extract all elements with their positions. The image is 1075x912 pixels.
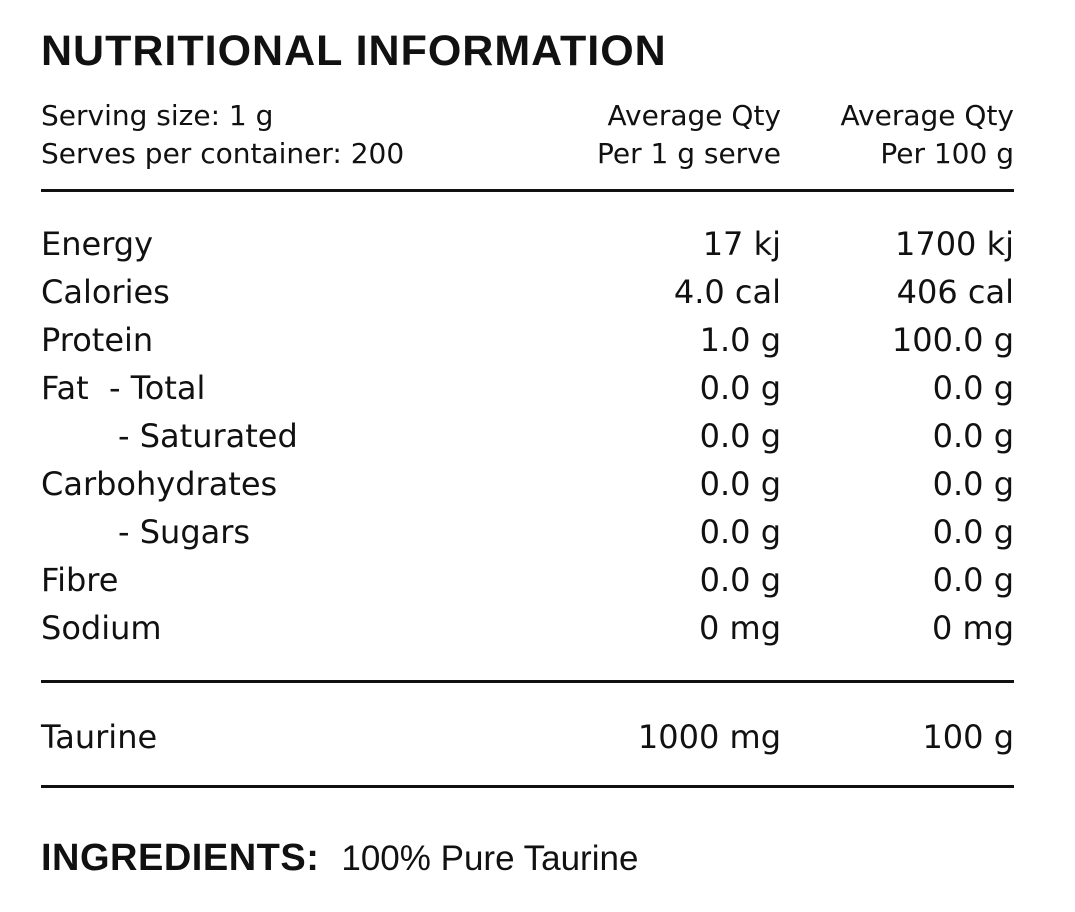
- serving-size: Serving size: 1 g: [41, 99, 274, 132]
- table-row: Carbohydrates 0.0 g 0.0 g: [41, 460, 1014, 508]
- ingredients-value: 100% Pure Taurine: [341, 839, 639, 878]
- per-100g-column-header: Average Qty Per 100 g: [781, 97, 1014, 173]
- taurine-per-100g: 100 g: [922, 718, 1014, 756]
- taurine-per-serve: 1000 mg: [637, 718, 781, 756]
- per-100g-value: 0.0 g: [932, 513, 1014, 551]
- taurine-name: Taurine: [41, 718, 158, 756]
- serves-per-container: Serves per container: 200: [41, 137, 405, 170]
- per-serve-value: 1.0 g: [699, 321, 781, 359]
- nutrient-table: Energy 17 kj 1700 kj Calories 4.0 cal 40…: [41, 220, 1014, 652]
- table-row: Calories 4.0 cal 406 cal: [41, 268, 1014, 316]
- table-row: Energy 17 kj 1700 kj: [41, 220, 1014, 268]
- divider-top: [41, 189, 1014, 192]
- header-row: Serving size: 1 g Serves per container: …: [41, 97, 1014, 173]
- table-row: Fat - Total 0.0 g 0.0 g: [41, 364, 1014, 412]
- panel-title: NUTRITIONAL INFORMATION: [41, 27, 667, 75]
- per-100g-value: 0.0 g: [932, 369, 1014, 407]
- per-100g-header-line1: Average Qty: [840, 99, 1014, 132]
- per-serve-header-line2: Per 1 g serve: [596, 137, 781, 170]
- nutrition-panel: NUTRITIONAL INFORMATION Serving size: 1 …: [41, 26, 1014, 881]
- serving-info: Serving size: 1 g Serves per container: …: [41, 97, 511, 173]
- nutrient-name: Energy: [41, 225, 154, 263]
- per-100g-header-line2: Per 100 g: [880, 137, 1014, 170]
- nutrient-name: Fat - Total: [41, 369, 206, 407]
- per-serve-header-line1: Average Qty: [607, 99, 781, 132]
- divider-middle: [41, 680, 1014, 683]
- per-serve-value: 0.0 g: [699, 417, 781, 455]
- per-serve-value: 17 kj: [702, 225, 781, 263]
- per-serve-value: 0.0 g: [699, 369, 781, 407]
- per-100g-value: 0 mg: [931, 609, 1014, 647]
- per-serve-value: 0.0 g: [699, 561, 781, 599]
- per-100g-value: 100.0 g: [891, 321, 1014, 359]
- nutrient-name: Calories: [41, 273, 170, 311]
- table-row: Protein 1.0 g 100.0 g: [41, 316, 1014, 364]
- per-100g-value: 406 cal: [896, 273, 1014, 311]
- per-100g-value: 1700 kj: [894, 225, 1014, 263]
- nutrient-name: Fibre: [41, 561, 119, 599]
- table-row: Fibre 0.0 g 0.0 g: [41, 556, 1014, 604]
- nutrient-name: Sodium: [41, 609, 162, 647]
- per-serve-value: 0.0 g: [699, 465, 781, 503]
- per-serve-value: 4.0 cal: [673, 273, 781, 311]
- per-serve-value: 0 mg: [698, 609, 781, 647]
- per-100g-value: 0.0 g: [932, 465, 1014, 503]
- nutrient-name: Carbohydrates: [41, 465, 278, 503]
- table-row: - Sugars 0.0 g 0.0 g: [41, 508, 1014, 556]
- per-serve-value: 0.0 g: [699, 513, 781, 551]
- table-row: Sodium 0 mg 0 mg: [41, 604, 1014, 652]
- per-serve-column-header: Average Qty Per 1 g serve: [511, 97, 781, 173]
- per-100g-value: 0.0 g: [932, 417, 1014, 455]
- ingredients-label: INGREDIENTS:: [41, 837, 320, 879]
- per-100g-value: 0.0 g: [932, 561, 1014, 599]
- taurine-row: Taurine 1000 mg 100 g: [41, 713, 1014, 761]
- nutrient-name: Protein: [41, 321, 154, 359]
- table-row: - Saturated 0.0 g 0.0 g: [41, 412, 1014, 460]
- divider-bottom: [41, 785, 1014, 788]
- ingredients-line: INGREDIENTS: 100% Pure Taurine: [41, 836, 1014, 881]
- nutrient-name: - Sugars: [118, 513, 251, 551]
- nutrient-name: - Saturated: [118, 417, 298, 455]
